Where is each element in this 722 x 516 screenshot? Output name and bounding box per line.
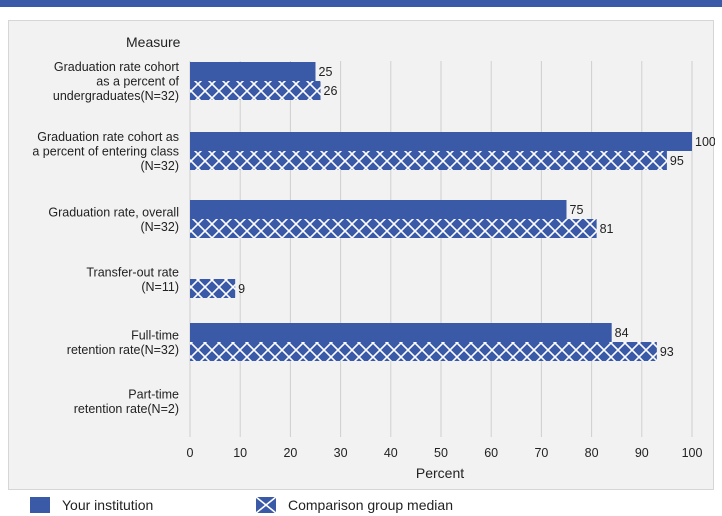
x-tick-label: 40 — [384, 446, 398, 460]
category-label: Full-time retention rate(N=32) — [67, 328, 179, 357]
x-tick-label: 90 — [635, 446, 649, 460]
category-label: Graduation rate, overall (N=32) — [48, 205, 179, 234]
bar-comparison-median — [190, 81, 321, 100]
legend-label: Comparison group median — [288, 497, 453, 513]
x-tick-label: 50 — [434, 446, 448, 460]
bar-your-institution — [190, 323, 612, 342]
legend-item-comparison-median: Comparison group median — [256, 496, 453, 514]
category-labels: Graduation rate cohort as a percent of und… — [32, 60, 179, 416]
bar-comparison-median — [190, 342, 657, 361]
category-label: Graduation rate cohort as a percent of en… — [32, 130, 179, 173]
category-label: Graduation rate cohort as a percent of und… — [53, 60, 180, 103]
data-labels: 25 100 75 84 26 95 81 9 93 — [238, 65, 715, 359]
bar-your-institution — [190, 62, 316, 81]
legend-item-your-institution: Your institution — [30, 496, 153, 514]
x-tick-label: 30 — [334, 446, 348, 460]
legend-swatch-crosshatch — [256, 497, 276, 513]
legend-swatch-solid — [30, 497, 50, 513]
chart-panel: Measure 25 100 75 84 26 95 81 9 93 Graduation ra… — [8, 20, 715, 490]
bar-comparison-median — [190, 279, 236, 298]
bar-value-label: 93 — [660, 345, 674, 359]
category-label: Transfer-out rate (N=11) — [86, 265, 179, 294]
x-tick-labels: 0 10 20 30 40 50 60 70 80 90 100 — [187, 446, 703, 460]
bar-value-label: 26 — [324, 84, 338, 98]
bar-comparison-median — [190, 219, 597, 238]
bar-your-institution — [190, 200, 567, 219]
bars — [190, 62, 692, 361]
bar-value-label: 95 — [670, 154, 684, 168]
x-axis-title: Percent — [416, 465, 464, 481]
x-tick-label: 100 — [682, 446, 703, 460]
bar-value-label: 75 — [570, 203, 584, 217]
x-tick-label: 20 — [283, 446, 297, 460]
bar-value-label: 84 — [615, 326, 629, 340]
bar-value-label: 100 — [695, 135, 715, 149]
x-tick-label: 80 — [585, 446, 599, 460]
x-tick-label: 70 — [534, 446, 548, 460]
category-axis-title: Measure — [126, 34, 181, 50]
bar-value-label: 9 — [238, 282, 245, 296]
bar-value-label: 25 — [319, 65, 333, 79]
gridlines — [189, 61, 693, 437]
bar-value-label: 81 — [600, 222, 614, 236]
bar-comparison-median — [190, 151, 667, 170]
legend-label: Your institution — [62, 497, 154, 513]
x-tick-label: 0 — [187, 446, 194, 460]
category-label: Part-time retention rate(N=2) — [74, 387, 179, 416]
bar-your-institution — [190, 132, 692, 151]
top-rule — [0, 0, 722, 7]
x-tick-label: 10 — [233, 446, 247, 460]
x-tick-label: 60 — [484, 446, 498, 460]
